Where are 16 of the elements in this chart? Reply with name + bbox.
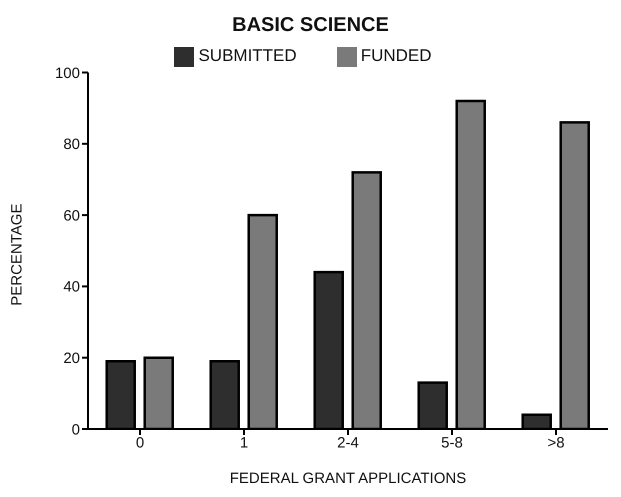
y-axis-title: PERCENTAGE [8,204,26,306]
x-tick-label: 0 [136,434,144,452]
x-tick-label: 1 [240,434,248,452]
y-tick-label: 20 [63,350,80,368]
x-tick-label: >8 [547,434,565,452]
x-tick-label: 5-8 [441,434,463,452]
y-tick-label: 100 [54,64,80,82]
y-tick-label: 80 [63,136,80,154]
y-tick-label: 60 [63,207,80,224]
y-tick-label: 0 [72,421,80,438]
legend-label: SUBMITTED [198,46,297,65]
x-axis-title: FEDERAL GRANT APPLICATIONS [230,470,466,487]
chart-title: BASIC SCIENCE [231,14,390,37]
legend-label: FUNDED [360,46,432,65]
y-tick-label: 40 [63,278,80,296]
x-tick-label: 2-4 [337,434,359,452]
